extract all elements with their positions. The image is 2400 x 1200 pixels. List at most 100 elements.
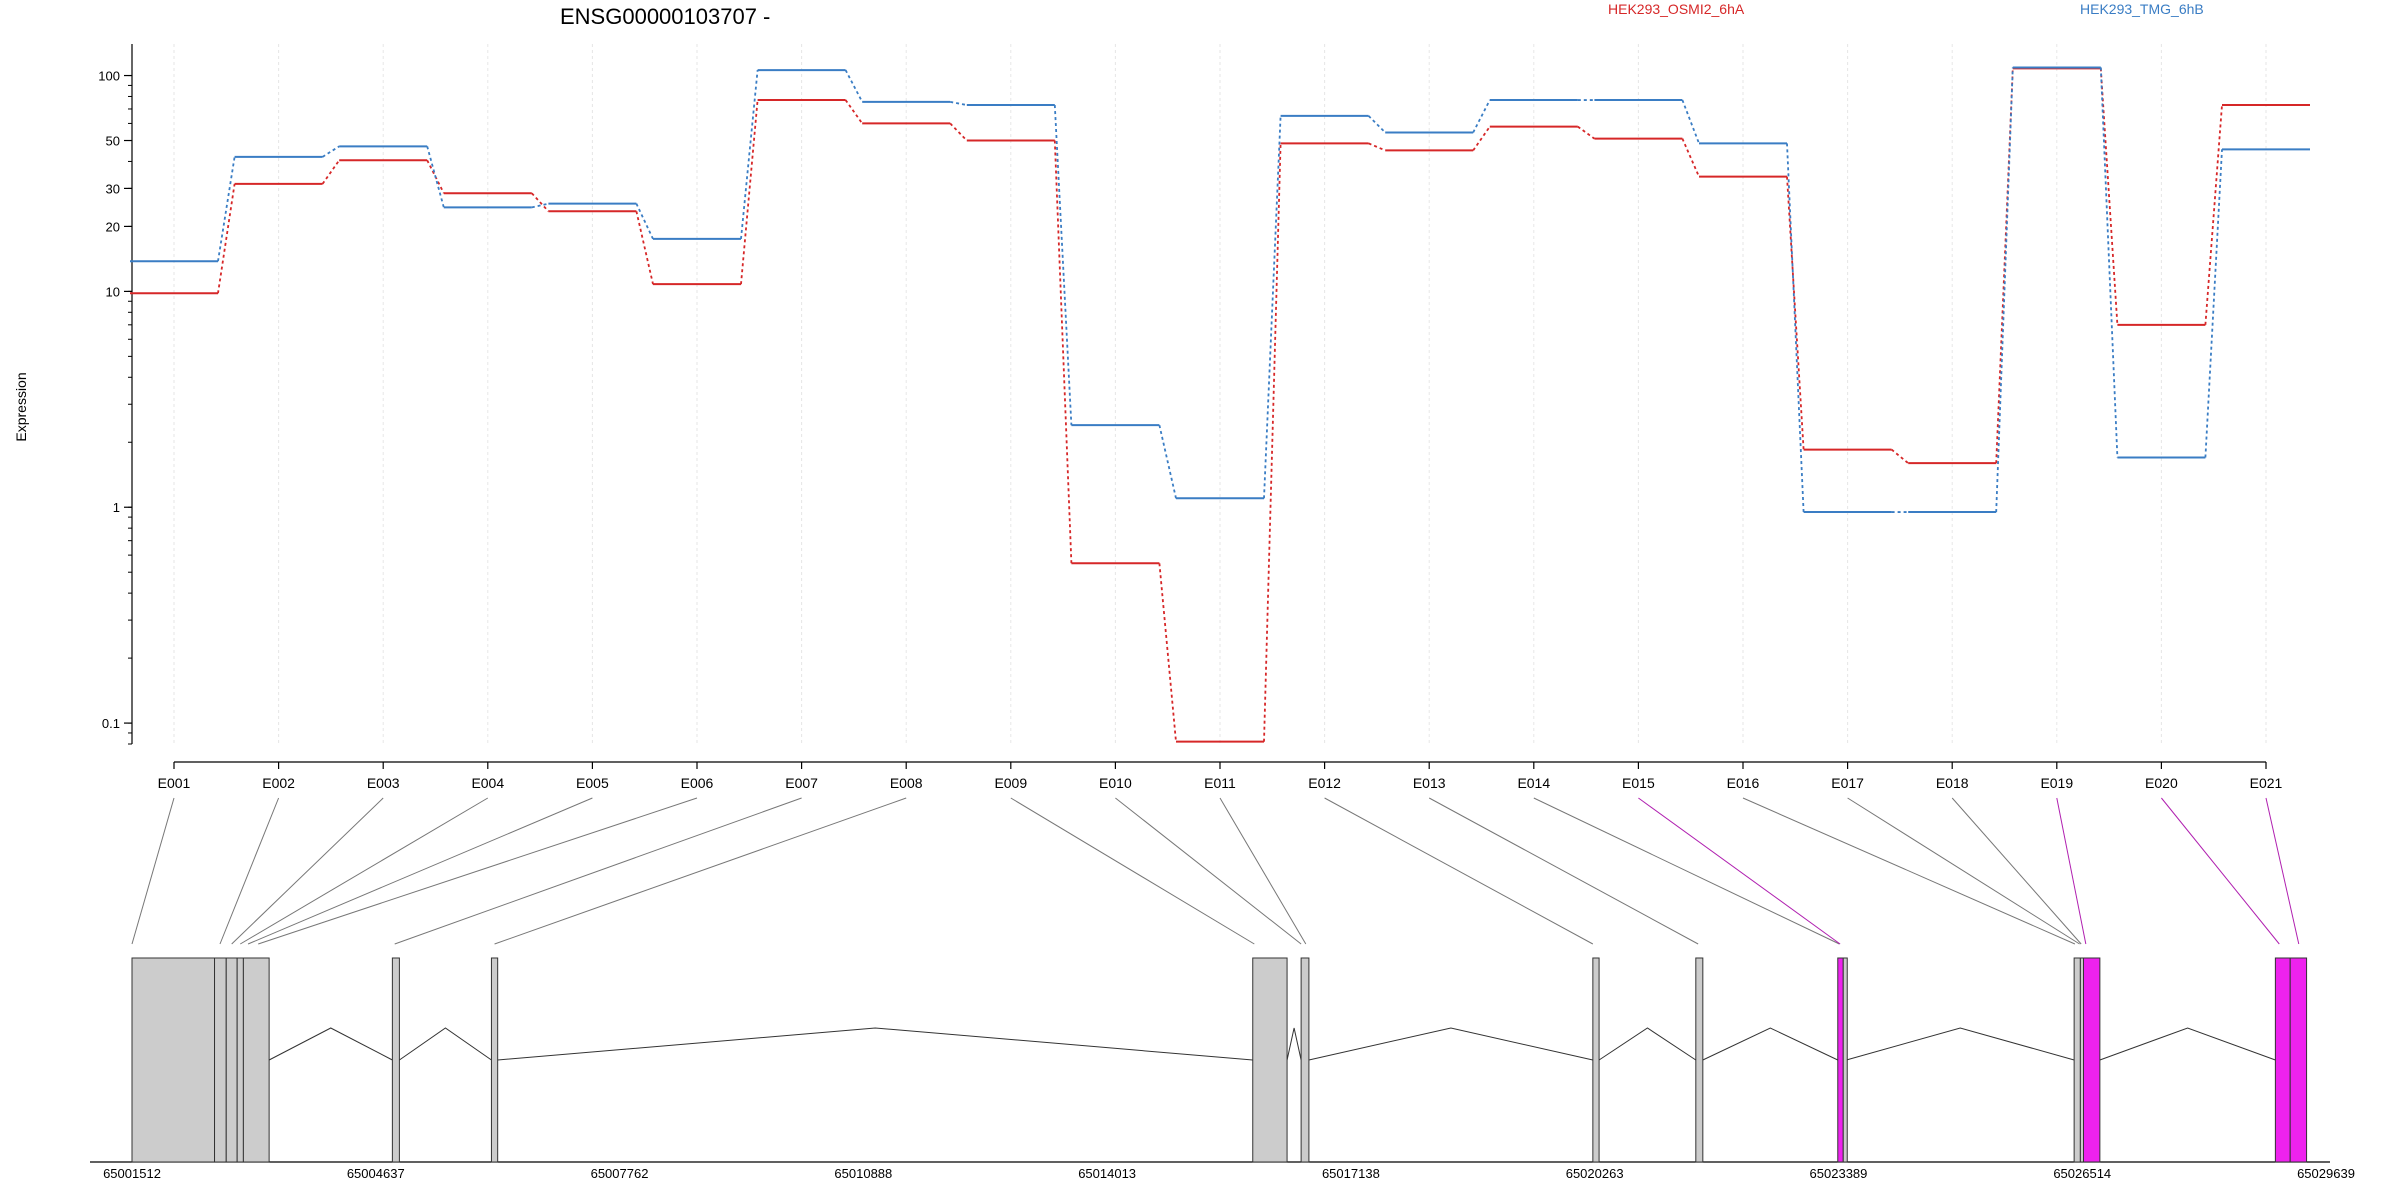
exon-box <box>2289 957 2308 1163</box>
x-tick-label: E007 <box>785 775 818 791</box>
intron-line <box>1598 1027 1697 1061</box>
axes: 0.1 1 10 20 30 50 100 E001 E002 E003 E004 E005 E006 E… <box>98 44 2283 791</box>
exon-box <box>214 957 227 1163</box>
series-connector <box>1158 424 1177 499</box>
exon-connector <box>494 797 907 945</box>
x-tick-label: E004 <box>471 775 504 791</box>
x-tick-label: E018 <box>1936 775 1969 791</box>
x-tick-label: E010 <box>1099 775 1132 791</box>
series-connector <box>740 99 759 285</box>
coordinate-label: 65007762 <box>591 1166 649 1181</box>
series-lines <box>130 66 2310 743</box>
intron-line <box>399 1027 492 1061</box>
labels: ENSG00000103707 - HEK293_OSMI2_6hA HEK29… <box>13 1 2204 442</box>
coordinate-label: 65004637 <box>347 1166 405 1181</box>
coordinate-label: 65014013 <box>1078 1166 1136 1181</box>
exon-connector <box>1638 797 1841 945</box>
series-line <box>130 67 2310 743</box>
exon-box <box>2073 957 2081 1163</box>
x-tick-label: E021 <box>2250 775 2283 791</box>
series-connector <box>1053 140 1073 564</box>
series-connector <box>531 202 549 209</box>
exon-connector <box>1428 797 1699 945</box>
exon-connector <box>219 797 280 945</box>
exon-connector <box>1010 797 1255 945</box>
y-tick-label: 1 <box>113 500 120 515</box>
intron-line <box>2099 1027 2276 1061</box>
y-tick-label: 30 <box>106 181 120 196</box>
coordinate-label: 65020263 <box>1566 1166 1624 1181</box>
grid-lines <box>173 44 2267 744</box>
exon-connector <box>1951 797 2082 945</box>
intron-line <box>268 1027 393 1061</box>
x-tick-label: E014 <box>1517 775 1550 791</box>
exon-connector <box>1533 797 1840 945</box>
x-tick-label: E005 <box>576 775 609 791</box>
y-tick-label: 100 <box>98 69 120 84</box>
x-tick-label: E017 <box>1831 775 1864 791</box>
exon-box <box>391 957 400 1163</box>
exon-box <box>1300 957 1310 1163</box>
y-tick-label: 0.1 <box>102 716 120 731</box>
x-tick-label: E006 <box>681 775 714 791</box>
exon-box <box>1695 957 1704 1163</box>
y-tick-label: 20 <box>106 219 120 234</box>
series-connector <box>1891 448 1909 464</box>
series-connector <box>635 203 654 240</box>
exon-connector <box>1324 797 1594 945</box>
exon-connector <box>394 797 802 945</box>
coordinate-label: 65001512 <box>103 1166 161 1181</box>
series-connector <box>1158 563 1177 742</box>
legend-series-2: HEK293_TMG_6hB <box>2080 1 2204 17</box>
intron-line <box>1702 1027 1838 1061</box>
x-tick-label: E013 <box>1413 775 1446 791</box>
exon-box <box>242 957 270 1163</box>
series-connector <box>1367 115 1386 134</box>
coordinate-label: 65029639 <box>2297 1166 2355 1181</box>
coordinate-label: 65026514 <box>2053 1166 2111 1181</box>
series-connector <box>2099 67 2119 458</box>
intron-line <box>497 1027 1253 1061</box>
series-connector <box>1472 126 1491 151</box>
series-connector <box>1681 99 1700 144</box>
exon-box <box>236 957 244 1163</box>
x-tick-label: E011 <box>1204 775 1236 791</box>
x-tick-label: E001 <box>158 775 191 791</box>
exon-connector <box>1742 797 2076 945</box>
y-tick-label: 50 <box>106 134 120 149</box>
x-tick-label: E002 <box>262 775 295 791</box>
exon-connector <box>2161 797 2280 945</box>
exon-connector <box>1847 797 2080 945</box>
chart-title: ENSG00000103707 - <box>560 4 770 29</box>
series-connector <box>2204 149 2223 458</box>
series-connector <box>1577 125 1595 140</box>
gene-model: 65001512 65004637 65007762 65010888 65014013… <box>90 797 2355 1181</box>
exon-connector <box>247 797 593 945</box>
series-connector <box>1681 138 1700 178</box>
exon-box <box>1842 957 1848 1163</box>
x-tick-label: E009 <box>994 775 1027 791</box>
exon-connector <box>1115 797 1302 945</box>
y-tick-label: 10 <box>106 284 120 299</box>
exon-box <box>2082 957 2101 1163</box>
series-connector <box>844 69 863 103</box>
series-connector <box>1263 115 1282 499</box>
series-connector <box>635 211 654 285</box>
exon-connector <box>2265 797 2300 945</box>
intron-line <box>1286 1027 1302 1061</box>
series-connector <box>740 69 759 240</box>
series-connector <box>322 145 340 158</box>
series-connector <box>2099 68 2119 325</box>
exon-connector <box>1219 797 1307 945</box>
series-connector <box>531 192 550 212</box>
exon-connector <box>231 797 384 945</box>
x-tick-label: E015 <box>1622 775 1655 791</box>
series-connector <box>217 156 236 262</box>
legend-series-1: HEK293_OSMI2_6hA <box>1608 1 1745 17</box>
coordinate-label: 65023389 <box>1810 1166 1868 1181</box>
coordinate-label: 65017138 <box>1322 1166 1380 1181</box>
series-connector <box>321 159 340 185</box>
x-tick-label: E016 <box>1727 775 1760 791</box>
x-tick-label: E003 <box>367 775 400 791</box>
